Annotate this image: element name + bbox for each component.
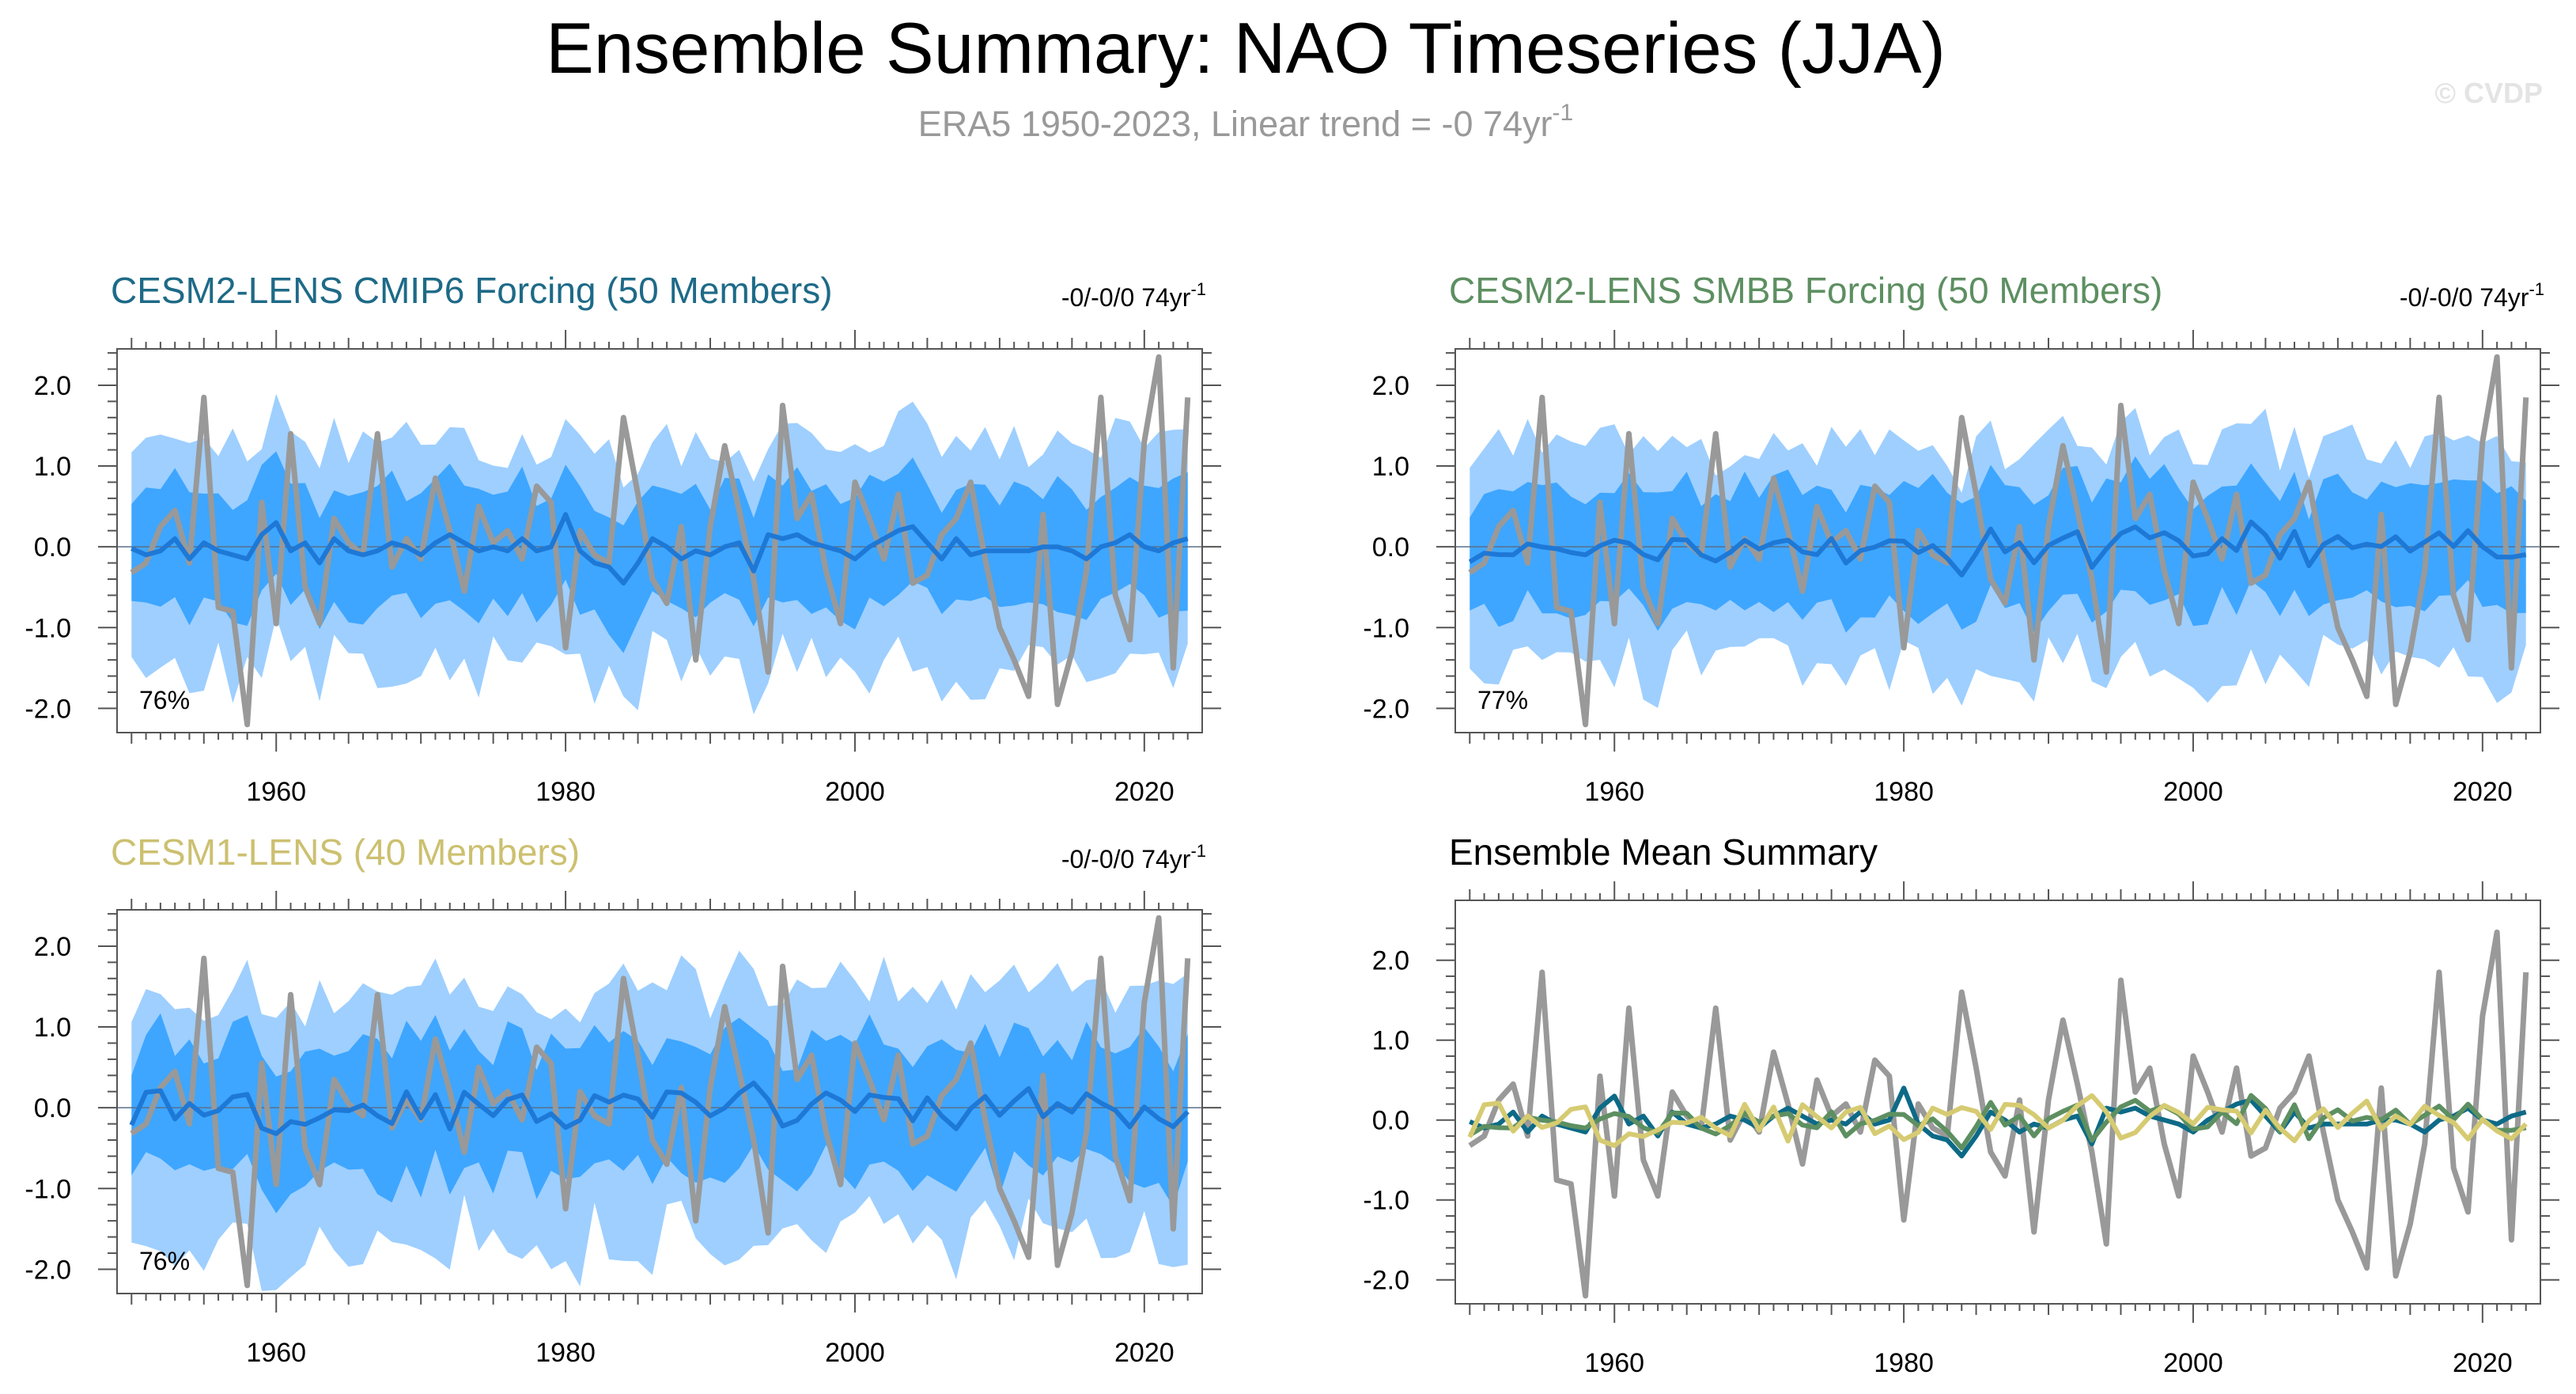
ensemble-mean-line: [131, 512, 1189, 586]
y-tick-label: 2.0: [34, 371, 71, 401]
obs-series-line: [130, 915, 1191, 1289]
trend-text: -0/-0/0 74yr: [2400, 283, 2529, 312]
y-tick-label: -2.0: [1363, 1266, 1409, 1296]
trend-text: -0/-0/0 74yr: [1061, 283, 1191, 312]
plot-frame: [1454, 900, 2541, 1305]
percent-label: 76%: [139, 686, 190, 714]
y-tick-label: 1.0: [1372, 452, 1409, 482]
trend-label: -0/-0/0 74yr-1: [1061, 841, 1206, 873]
plot-area: [1455, 354, 2540, 728]
inner-spread-band: [131, 1013, 1188, 1214]
panel-title: Ensemble Mean Summary: [1449, 831, 1878, 873]
x-tick-label: 1960: [1584, 777, 1644, 807]
panel-title: CESM2-LENS CMIP6 Forcing (50 Members): [111, 270, 833, 311]
panels-group: CESM2-LENS CMIP6 Forcing (50 Members) -0/…: [25, 270, 2559, 1378]
trend-superscript: -1: [1190, 841, 1206, 861]
panel-title: CESM2-LENS SMBB Forcing (50 Members): [1449, 270, 2162, 311]
y-tick-label: -1.0: [1363, 613, 1409, 643]
x-tick-label: 1960: [246, 1338, 306, 1368]
y-tick-label: -2.0: [25, 694, 71, 724]
y-tick-label: 0.0: [34, 532, 71, 563]
plot-frame: [116, 348, 1203, 733]
watermark: © CVDP: [2434, 77, 2543, 109]
plot-area: [117, 915, 1202, 1291]
x-tick-label: 2000: [825, 1338, 885, 1368]
y-tick-label: -1.0: [25, 1174, 71, 1204]
percent-label: 76%: [139, 1247, 190, 1275]
obs-series-line: [1468, 354, 2529, 728]
x-tick-label: 2000: [825, 777, 885, 807]
obs-series-line: [130, 354, 1191, 728]
series-line-cmip6: [1469, 1085, 2527, 1159]
x-tick-label: 1960: [246, 777, 306, 807]
percent-label: 77%: [1477, 686, 1528, 714]
panel-smbb: CESM2-LENS SMBB Forcing (50 Members) -0/-…: [1363, 270, 2559, 807]
x-tick-label: 1980: [535, 1338, 596, 1368]
panel-summary: Ensemble Mean Summary 2.0 1.0 0.0 -1.0 -2.0 19…: [1363, 831, 2559, 1378]
x-tick-label: 2020: [2453, 777, 2513, 807]
panel-lens1: CESM1-LENS (40 Members) -0/-0/0 74yr-1 76%…: [25, 831, 1221, 1368]
x-tick-label: 2000: [2163, 1348, 2223, 1378]
trend-label: -0/-0/0 74yr-1: [2400, 279, 2544, 312]
y-tick-label: 2.0: [1372, 946, 1409, 976]
y-tick-label: 0.0: [1372, 532, 1409, 563]
y-tick-label: -2.0: [25, 1255, 71, 1285]
x-tick-label: 1980: [1874, 777, 1934, 807]
y-tick-label: -2.0: [1363, 694, 1409, 724]
panel-title: CESM1-LENS (40 Members): [111, 831, 580, 873]
trend-superscript: -1: [2529, 279, 2544, 299]
x-tick-label: 1980: [535, 777, 596, 807]
y-tick-label: -1.0: [25, 613, 71, 643]
y-tick-label: -1.0: [1363, 1186, 1409, 1216]
trend-label: -0/-0/0 74yr-1: [1061, 279, 1206, 312]
series-line-era5: [1468, 929, 2529, 1299]
figure-subtitle: ERA5 1950-2023, Linear trend = -0 74yr-1: [918, 100, 1573, 144]
y-tick-label: 0.0: [1372, 1106, 1409, 1136]
trend-superscript: -1: [1190, 279, 1206, 299]
y-tick-label: 1.0: [1372, 1026, 1409, 1056]
y-tick-label: 0.0: [34, 1093, 71, 1123]
x-tick-label: 2000: [2163, 777, 2223, 807]
inner-spread-band: [131, 451, 1188, 653]
x-tick-label: 2020: [1114, 1338, 1175, 1368]
y-tick-label: 2.0: [1372, 371, 1409, 401]
x-tick-label: 2020: [1114, 777, 1175, 807]
y-tick-label: 1.0: [34, 1013, 71, 1043]
trend-text: -0/-0/0 74yr: [1061, 845, 1191, 873]
x-tick-label: 1980: [1874, 1348, 1934, 1378]
subtitle-text: ERA5 1950-2023, Linear trend = -0 74yr: [918, 104, 1553, 144]
ensemble-mean-line: [129, 1080, 1190, 1136]
y-tick-label: 2.0: [34, 932, 71, 962]
ensemble-mean-line: [1468, 519, 2527, 578]
plot-frame: [1454, 348, 2541, 733]
y-tick-label: 1.0: [34, 452, 71, 482]
subtitle-superscript: -1: [1553, 100, 1574, 126]
figure-title: Ensemble Summary: NAO Timeseries (JJA): [546, 9, 1946, 89]
plot-frame: [116, 909, 1203, 1294]
x-tick-label: 1960: [1584, 1348, 1644, 1378]
panel-cmip6: CESM2-LENS CMIP6 Forcing (50 Members) -0/…: [25, 270, 1221, 807]
plot-area: [1467, 929, 2529, 1299]
plot-area: [117, 354, 1202, 728]
series-line-lens1: [1467, 1093, 2528, 1149]
x-tick-label: 2020: [2453, 1348, 2513, 1378]
